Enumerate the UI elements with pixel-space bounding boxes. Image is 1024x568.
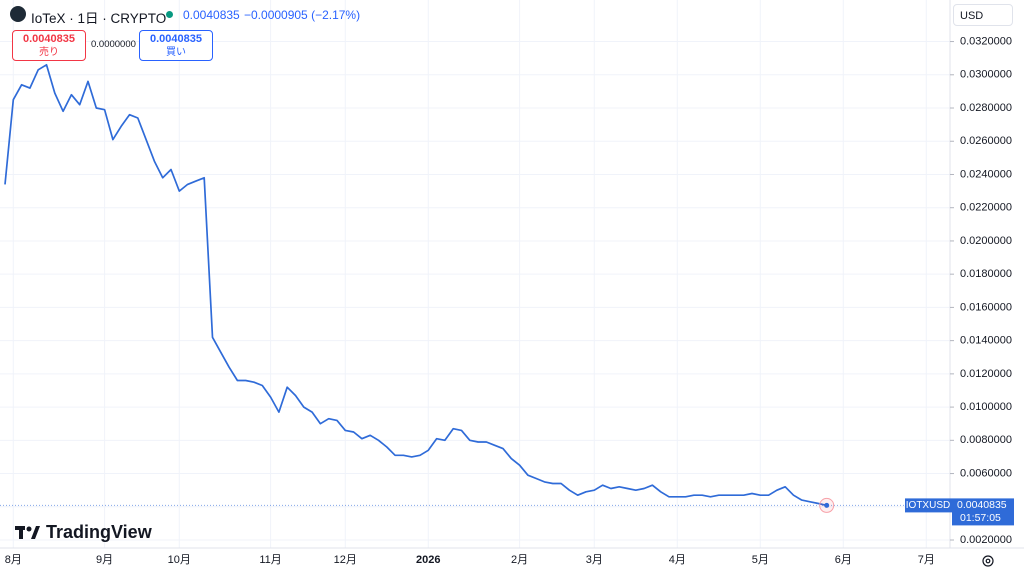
y-tick-label: 0.0120000 — [960, 368, 1012, 380]
last-point — [824, 502, 830, 508]
x-tick-label: 2026 — [416, 554, 440, 566]
tradingview-logo-icon — [15, 526, 40, 539]
currency-selector[interactable]: USD — [953, 4, 1013, 26]
y-tick-label: 0.0300000 — [960, 69, 1012, 81]
y-tick-label: 0.0200000 — [960, 235, 1012, 247]
y-tick-label: 0.0320000 — [960, 35, 1012, 47]
y-tick-label: 0.0220000 — [960, 202, 1012, 214]
logo-text: TradingView — [46, 522, 153, 542]
x-tick-label: 12月 — [334, 554, 357, 566]
price-tag — [952, 498, 1014, 526]
settings-icon[interactable] — [982, 555, 994, 567]
x-tick-label: 4月 — [669, 554, 686, 566]
x-tick-label: 8月 — [5, 554, 22, 566]
currency: USD — [960, 10, 984, 22]
x-tick-label: 6月 — [835, 554, 852, 566]
y-tick-label: 0.0100000 — [960, 401, 1012, 413]
y-tick-label: 0.0060000 — [960, 467, 1012, 479]
y-tick-label: 0.0080000 — [960, 434, 1012, 446]
x-tick-label: 10月 — [168, 554, 191, 566]
y-tick-label: 0.0260000 — [960, 135, 1012, 147]
sell-button[interactable]: 0.0040835 売り — [12, 30, 86, 61]
x-tick-label: 3月 — [586, 554, 603, 566]
symbol-tag-text: IOTXUSD — [906, 500, 950, 511]
symbol-logo — [10, 6, 26, 22]
symbol-title[interactable]: IoTeX · 1日 · CRYPTO — [31, 11, 167, 26]
y-tick-label: 0.0180000 — [960, 268, 1012, 280]
sell-label: 売り — [39, 47, 59, 58]
buy-price: 0.0040835 — [150, 33, 202, 45]
x-tick-label: 9月 — [96, 554, 113, 566]
price-line — [4, 63, 827, 507]
countdown-text: 01:57:05 — [960, 512, 1001, 524]
y-tick-label: 0.0240000 — [960, 168, 1012, 180]
y-tick-label: 0.0140000 — [960, 335, 1012, 347]
price-tag-text: 0.0040835 — [957, 499, 1007, 511]
y-tick-label: 0.0020000 — [960, 534, 1012, 546]
spread: 0.0000000 — [91, 39, 136, 50]
y-tick-label: 0.0160000 — [960, 301, 1012, 313]
buy-button[interactable]: 0.0040835 買い — [139, 30, 213, 61]
x-tick-label: 11月 — [259, 554, 281, 566]
x-tick-label: 2月 — [511, 554, 528, 566]
x-tick-label: 7月 — [918, 554, 935, 566]
grid — [0, 0, 950, 548]
buy-label: 買い — [166, 47, 186, 58]
last-price: 0.0040835 — [183, 8, 240, 22]
x-tick-label: 5月 — [752, 554, 769, 566]
price-change: −0.0000905 (−2.17%) — [244, 8, 361, 22]
sell-price: 0.0040835 — [23, 33, 75, 45]
market-status — [166, 11, 173, 18]
symbol-tag — [905, 498, 952, 513]
y-tick-label: 0.0280000 — [960, 102, 1012, 114]
price-scale — [950, 0, 1024, 548]
